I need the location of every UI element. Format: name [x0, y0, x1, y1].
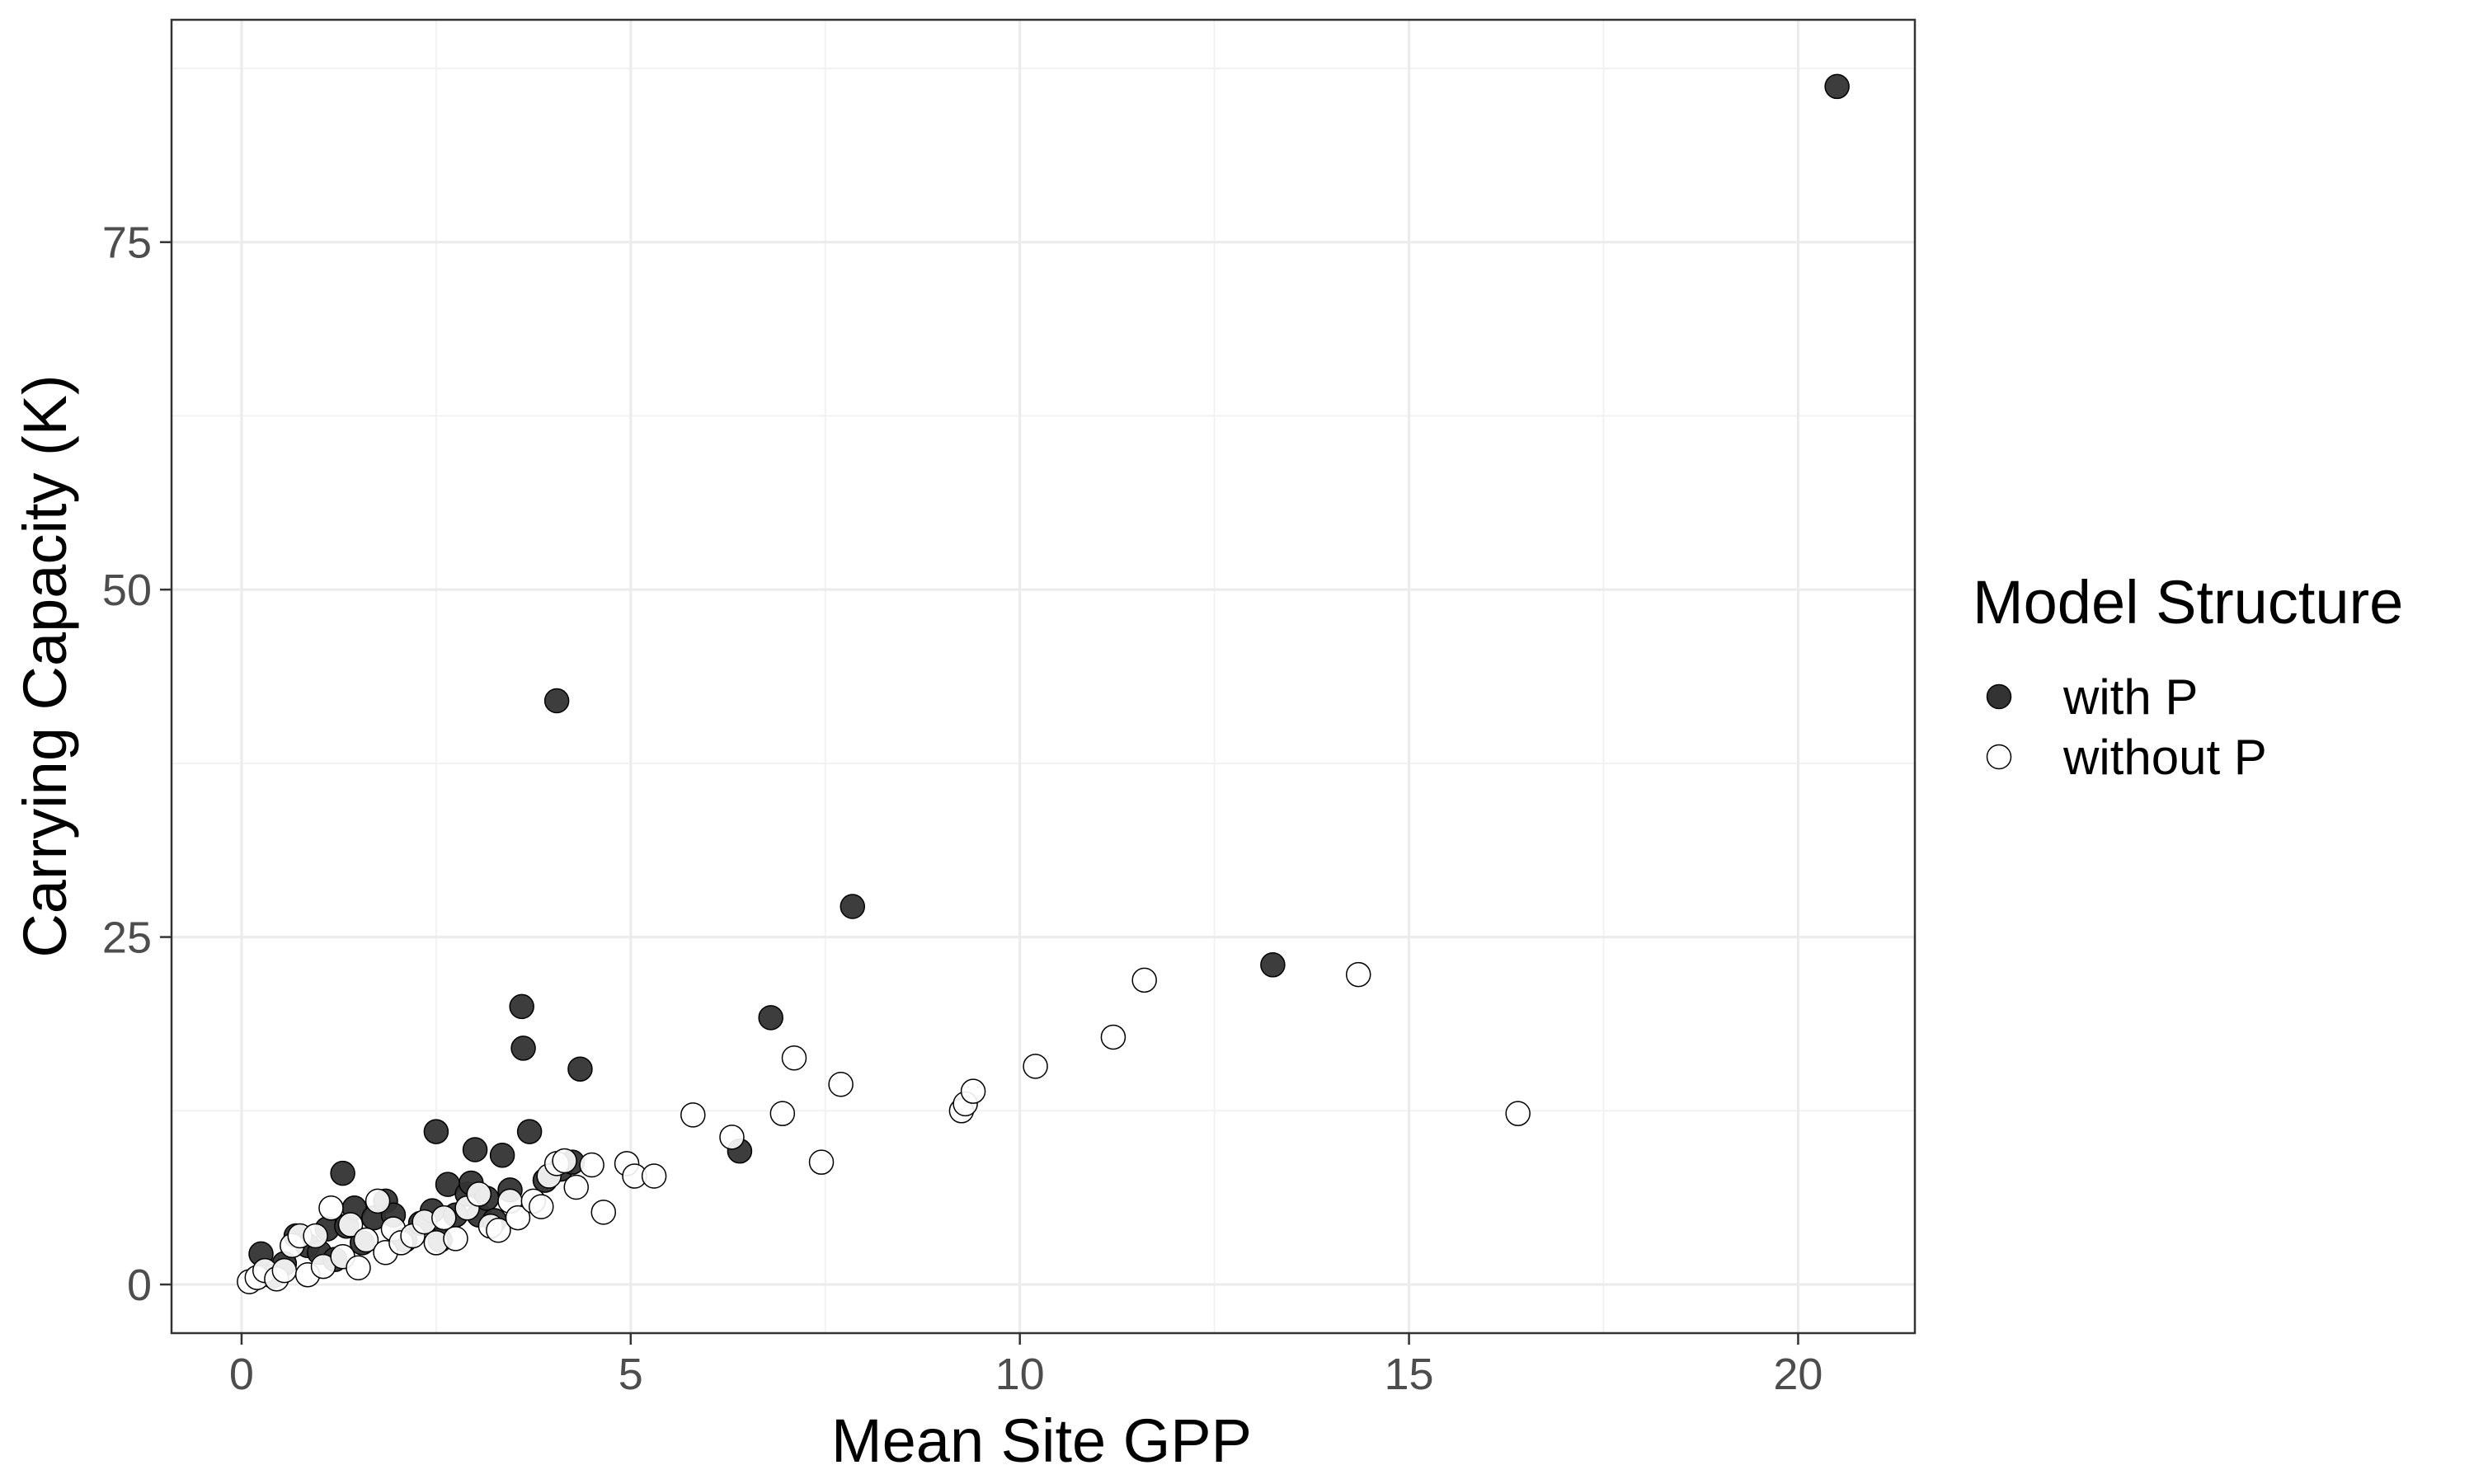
y-tick-label: 25: [102, 913, 152, 963]
x-tick-label: 5: [618, 1350, 643, 1399]
legend-title: Model Structure: [1973, 568, 2403, 636]
data-point-without-p: [960, 1078, 986, 1104]
y-tick-label: 0: [127, 1261, 152, 1310]
data-point-without-p: [1131, 967, 1157, 993]
legend: Model Structure with P without P: [1973, 568, 2403, 785]
data-point-without-p: [431, 1205, 457, 1231]
legend-key-with-p: [1986, 683, 2012, 710]
data-point-without-p: [443, 1226, 468, 1252]
data-point-without-p: [486, 1218, 511, 1243]
y-axis-title: Carrying Capacity (K): [11, 374, 79, 957]
data-point-with-p: [510, 1036, 536, 1061]
data-point-without-p: [365, 1188, 391, 1214]
data-point-without-p: [808, 1149, 835, 1175]
data-point-without-p: [579, 1152, 604, 1178]
legend-key-without-p: [1986, 744, 2012, 770]
x-axis-title: Mean Site GPP: [831, 1407, 1252, 1475]
data-point-without-p: [1100, 1024, 1126, 1050]
data-point-with-p: [840, 894, 866, 919]
data-point-without-p: [271, 1257, 298, 1284]
y-tick-label: 50: [102, 566, 152, 615]
data-point-without-p: [1023, 1054, 1048, 1079]
data-point-with-p: [758, 1005, 783, 1031]
x-axis-ticks: 0 5 10 15 20: [229, 1333, 1823, 1399]
legend-label-with-p: with P: [2062, 669, 2198, 725]
data-point-with-p: [330, 1160, 355, 1186]
minor-gridlines: [172, 20, 1915, 1333]
major-gridlines: [172, 20, 1915, 1333]
data-point-with-p: [1260, 952, 1286, 978]
data-point-with-p: [489, 1142, 515, 1168]
data-point-without-p: [346, 1255, 371, 1281]
data-point-without-p: [828, 1072, 854, 1097]
data-point-without-p: [303, 1223, 328, 1249]
data-point-with-p: [543, 688, 570, 714]
data-point-without-p: [337, 1212, 364, 1237]
data-point-with-p: [423, 1119, 449, 1144]
x-tick-label: 0: [229, 1350, 254, 1399]
data-point-without-p: [769, 1101, 796, 1126]
legend-label-without-p: without P: [2062, 730, 2267, 785]
data-point-with-p: [462, 1137, 488, 1162]
data-point-without-p: [641, 1163, 667, 1189]
data-point-without-p: [466, 1181, 492, 1207]
y-tick-label: 75: [102, 218, 152, 268]
data-point-without-p: [505, 1205, 531, 1231]
plot-panel-border: [170, 18, 1917, 1335]
data-point-without-p: [529, 1194, 554, 1219]
data-point-without-p: [318, 1195, 344, 1221]
x-tick-label: 20: [1773, 1350, 1823, 1399]
data-point-without-p: [563, 1174, 589, 1200]
data-point-without-p: [680, 1102, 706, 1128]
x-tick-label: 10: [995, 1350, 1045, 1399]
data-point-without-p: [1345, 961, 1371, 988]
data-point-without-p: [353, 1227, 379, 1253]
data-point-without-p: [1505, 1101, 1531, 1126]
data-point-with-p: [509, 993, 534, 1020]
data-point-with-p: [1824, 73, 1850, 100]
series-without-p: [237, 961, 1531, 1294]
data-point-without-p: [719, 1125, 745, 1150]
data-point-without-p: [590, 1200, 617, 1225]
data-point-with-p: [567, 1056, 593, 1082]
data-point-without-p: [781, 1045, 807, 1071]
data-point-with-p: [516, 1119, 543, 1144]
y-axis-ticks: 0 25 50 75: [102, 218, 172, 1310]
data-point-without-p: [552, 1148, 577, 1174]
x-tick-label: 15: [1385, 1350, 1434, 1399]
